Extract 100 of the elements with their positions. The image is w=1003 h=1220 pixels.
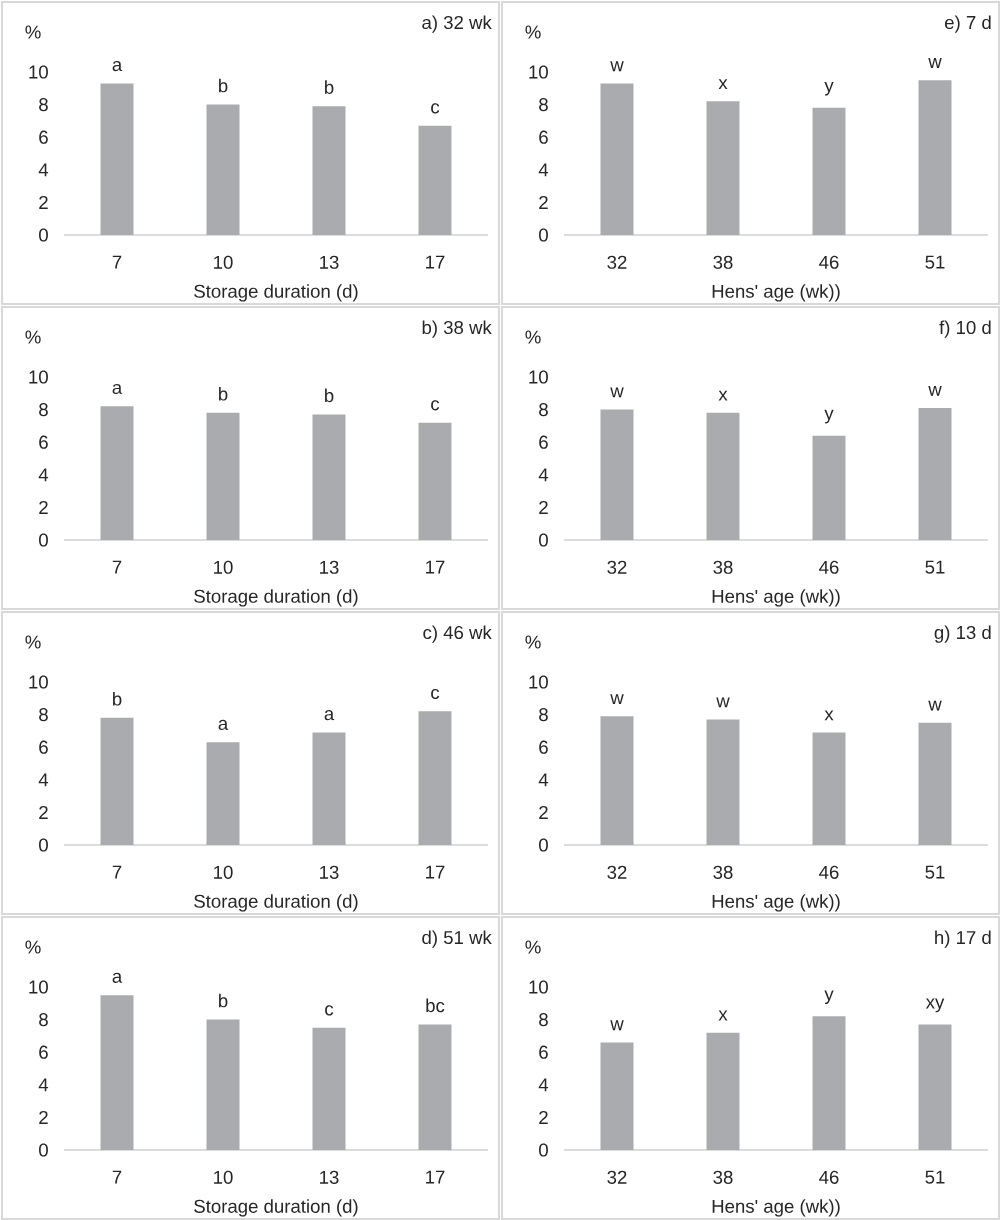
x-tick-label: 17	[426, 255, 445, 269]
y-tick-label: 10	[29, 675, 48, 689]
annotation: b	[325, 80, 334, 94]
annotation: c	[325, 1005, 334, 1016]
y-tick-label: 8	[39, 708, 48, 722]
annotation: b	[113, 691, 122, 706]
bar	[918, 407, 952, 541]
annotation: b	[219, 386, 228, 401]
bar	[918, 722, 952, 846]
x-tick-label: 10	[214, 560, 233, 574]
x-axis-title: Hens' age (wk))	[712, 284, 840, 302]
annotation: x	[718, 390, 728, 401]
x-tick-label: 10	[214, 255, 233, 269]
x-tick-label: 38	[713, 1170, 733, 1184]
x-tick-label: 10	[214, 865, 233, 879]
y-tick-label: 6	[539, 1045, 548, 1059]
x-tick-label: 51	[925, 865, 945, 879]
bar	[206, 742, 240, 846]
chart-title: g) 13 d	[934, 625, 991, 643]
y-tick-label: 0	[539, 533, 548, 547]
bar	[812, 107, 846, 236]
chart-title: f) 10 d	[939, 320, 991, 338]
bar	[706, 719, 740, 846]
y-tick-label: 2	[539, 1110, 548, 1124]
bar	[100, 406, 134, 541]
annotation: w	[716, 697, 730, 708]
y-tick-label: 4	[38, 1078, 49, 1092]
x-tick-label: 46	[819, 1170, 839, 1184]
y-tick-label: 8	[539, 98, 548, 112]
annotation: x	[718, 79, 728, 90]
bar	[600, 83, 634, 236]
annotation: w	[610, 61, 624, 72]
bar	[812, 1016, 846, 1151]
annotation: a	[112, 60, 123, 72]
y-tick-label: 10	[29, 370, 48, 384]
y-tick-label: 0	[539, 1143, 548, 1157]
x-tick-label: 51	[925, 560, 945, 574]
y-tick-label: 6	[39, 1045, 48, 1059]
chart-title: e) 7 d	[945, 15, 991, 33]
annotation: c	[431, 103, 440, 114]
x-tick-label: 32	[607, 1170, 627, 1184]
y-tick-label: 4	[38, 163, 49, 177]
bar	[706, 1032, 740, 1151]
y-tick-label: 0	[39, 1143, 48, 1157]
x-tick-label: 32	[607, 255, 627, 269]
y-axis-title: %	[525, 330, 541, 344]
y-tick-label: 6	[39, 740, 48, 754]
x-axis-title: Storage duration (d)	[194, 589, 358, 607]
annotation: y	[824, 990, 834, 1005]
y-tick-label: 8	[539, 403, 548, 417]
annotation: w	[610, 694, 624, 704]
y-axis-title: %	[25, 940, 41, 954]
x-tick-label: 17	[426, 1170, 445, 1184]
y-tick-label: 0	[39, 533, 48, 547]
x-axis-title: Hens' age (wk))	[712, 589, 840, 607]
annotation: b	[219, 993, 228, 1008]
x-tick-label: 7	[112, 1170, 122, 1184]
y-tick-label: 4	[538, 163, 549, 177]
y-axis-title: %	[525, 635, 541, 649]
annotation: y	[824, 81, 834, 96]
x-tick-label: 46	[819, 560, 839, 574]
x-tick-label: 46	[819, 865, 839, 879]
y-axis-title: %	[25, 25, 41, 39]
bar	[100, 83, 134, 236]
x-tick-label: 7	[112, 255, 122, 269]
y-tick-label: 2	[39, 1110, 48, 1124]
y-tick-label: 0	[39, 838, 48, 852]
x-tick-label: 17	[426, 865, 445, 879]
x-tick-label: 7	[112, 560, 122, 574]
x-tick-label: 7	[112, 865, 122, 879]
bar	[600, 409, 634, 541]
bar	[918, 80, 952, 236]
y-tick-label: 4	[538, 773, 549, 787]
annotation: y	[824, 409, 834, 424]
bar	[418, 125, 452, 236]
bar	[418, 422, 452, 541]
x-tick-label: 38	[713, 255, 733, 269]
annotation: b	[325, 388, 334, 403]
y-tick-label: 6	[539, 740, 548, 754]
x-axis-title: Storage duration (d)	[194, 1199, 358, 1217]
annotation: xy	[925, 998, 945, 1013]
y-tick-label: 0	[539, 838, 548, 852]
bar	[706, 101, 740, 236]
y-tick-label: 8	[539, 1013, 548, 1027]
y-tick-label: 6	[539, 130, 548, 144]
x-axis-title: Storage duration (d)	[194, 284, 358, 302]
annotation: a	[218, 719, 229, 731]
y-tick-label: 8	[539, 708, 548, 722]
annotation: a	[112, 972, 123, 983]
y-tick-label: 2	[539, 500, 548, 514]
bar	[100, 995, 134, 1151]
x-tick-label: 51	[925, 255, 945, 269]
y-axis-title: %	[525, 940, 541, 954]
y-tick-label: 6	[39, 130, 48, 144]
y-tick-label: 4	[538, 468, 549, 482]
y-tick-label: 10	[29, 980, 48, 994]
y-tick-label: 6	[39, 435, 48, 449]
x-tick-label: 38	[713, 865, 733, 879]
bar	[206, 412, 240, 541]
bar	[312, 106, 346, 236]
